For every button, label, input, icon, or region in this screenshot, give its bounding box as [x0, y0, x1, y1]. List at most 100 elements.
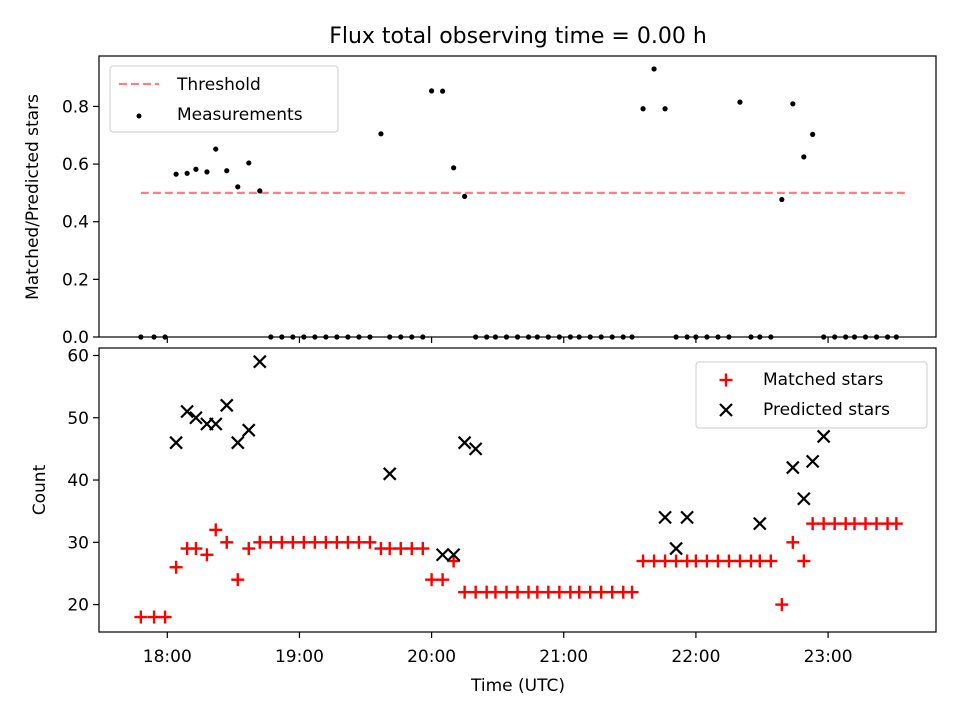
matched-star-point — [870, 517, 884, 531]
predicted-star-point — [468, 442, 483, 456]
predicted-star-point — [230, 435, 245, 450]
predicted-star-point — [435, 547, 450, 562]
matched-star-point — [889, 517, 903, 531]
top-y-tick-label: 0.4 — [62, 213, 89, 233]
top-y-tick-label: 0.0 — [62, 328, 89, 348]
matched-star-point — [722, 554, 736, 568]
matched-star-point — [394, 542, 408, 556]
predicted-star-point — [446, 547, 461, 562]
matched-star-point — [689, 554, 703, 568]
bottom-x-ticks: 18:00 19:00 20:00 21:00 22:00 23:00 — [143, 632, 853, 667]
matched-star-point — [447, 554, 461, 568]
bottom-marks — [134, 354, 903, 624]
matched-star-point — [308, 535, 322, 549]
bottom-y-tick-label: 20 — [67, 596, 89, 616]
predicted-star-point — [242, 423, 256, 437]
predicted-star-point — [253, 354, 267, 369]
measurement-point — [184, 170, 190, 176]
top-legend-box — [109, 65, 339, 133]
legend-predicted-label: Predicted stars — [763, 400, 890, 420]
matched-star-point — [499, 585, 513, 599]
predicted-star-point — [816, 429, 831, 444]
matched-star-point — [775, 598, 789, 612]
legend-measurements-label: Measurements — [177, 105, 303, 125]
matched-star-point — [848, 517, 862, 531]
matched-star-point — [700, 554, 714, 568]
bottom-panel: 20 30 40 50 60 18:00 19:00 20:00 21:00 22:00 23:0… — [30, 346, 937, 696]
matched-star-point — [242, 542, 256, 556]
matched-star-point — [658, 554, 672, 568]
matched-star-point — [583, 585, 597, 599]
x-tick-label: 21:00 — [539, 647, 588, 667]
bottom-y-axis-label: Count — [30, 464, 50, 515]
bottom-y-tick-label: 30 — [67, 533, 89, 553]
x-tick-label: 22:00 — [671, 647, 720, 667]
measurement-point — [378, 131, 384, 137]
top-panel: 0.00.20.40.60.8 Matched/Predicted stars … — [23, 55, 937, 348]
matched-star-point — [636, 554, 650, 568]
x-axis-label: Time (UTC) — [470, 676, 565, 696]
matched-star-point — [416, 542, 430, 556]
matched-star-point — [134, 610, 148, 624]
x-tick-label: 18:00 — [143, 647, 192, 667]
measurement-point — [662, 106, 668, 112]
bottom-legend: Matched stars Predicted stars — [695, 361, 928, 429]
x-tick-label: 20:00 — [407, 647, 456, 667]
measurement-point — [224, 168, 230, 174]
measurement-point — [640, 106, 646, 112]
legend-threshold-label: Threshold — [176, 75, 261, 95]
matched-star-point — [817, 517, 831, 531]
legend-measurement-swatch — [136, 113, 142, 119]
matched-star-point — [425, 573, 439, 587]
legend-matched-swatch — [719, 373, 733, 387]
measurement-point — [173, 171, 179, 177]
matched-star-point — [711, 554, 725, 568]
predicted-star-point — [382, 467, 397, 481]
measurement-point — [193, 166, 199, 172]
measurement-point — [737, 99, 743, 105]
predicted-star-point — [786, 460, 800, 475]
matched-star-point — [330, 535, 344, 549]
measurement-point — [440, 88, 446, 94]
predicted-star-point — [219, 398, 234, 413]
matched-star-point — [158, 610, 172, 624]
measurement-point — [779, 196, 785, 203]
predicted-star-point — [189, 410, 203, 425]
measurement-point — [810, 131, 816, 137]
matched-star-point — [511, 585, 524, 599]
x-tick-label: 23:00 — [804, 647, 853, 667]
predicted-star-point — [669, 541, 683, 556]
top-y-ticks: 0.0 0.2 0.4 0.6 0.8 — [62, 97, 99, 348]
matched-star-point — [458, 585, 472, 599]
matched-star-point — [363, 535, 377, 549]
predicted-star-point — [658, 510, 672, 525]
top-legend: Threshold Measurements — [109, 65, 339, 133]
legend-predicted-swatch — [719, 403, 733, 417]
matched-star-point — [786, 535, 800, 549]
matched-star-point — [253, 535, 267, 549]
matched-star-point — [352, 535, 366, 549]
top-axes-frame — [98, 55, 937, 338]
measurement-point — [451, 165, 457, 171]
top-y-axis-label: Matched/Predicted stars — [23, 94, 43, 300]
matched-star-point — [806, 517, 820, 531]
matched-star-point — [286, 535, 300, 549]
matched-star-point — [220, 535, 234, 549]
matched-star-point — [405, 542, 419, 556]
x-tick-label: 19:00 — [275, 647, 324, 667]
matched-star-point — [383, 542, 397, 556]
measurement-point — [790, 101, 796, 107]
predicted-star-point — [680, 510, 694, 525]
top-y-tick-label: 0.8 — [62, 97, 89, 117]
matched-star-point — [264, 535, 278, 549]
matched-star-point — [647, 554, 661, 568]
matched-star-point — [189, 542, 203, 556]
measurement-point — [213, 146, 219, 152]
predicted-star-point — [805, 454, 820, 469]
bottom-y-tick-label: 60 — [67, 346, 89, 366]
matched-star-point — [572, 585, 586, 599]
measurement-point — [651, 66, 657, 72]
matched-star-point — [530, 585, 544, 599]
top-y-tick-label: 0.6 — [62, 155, 89, 175]
